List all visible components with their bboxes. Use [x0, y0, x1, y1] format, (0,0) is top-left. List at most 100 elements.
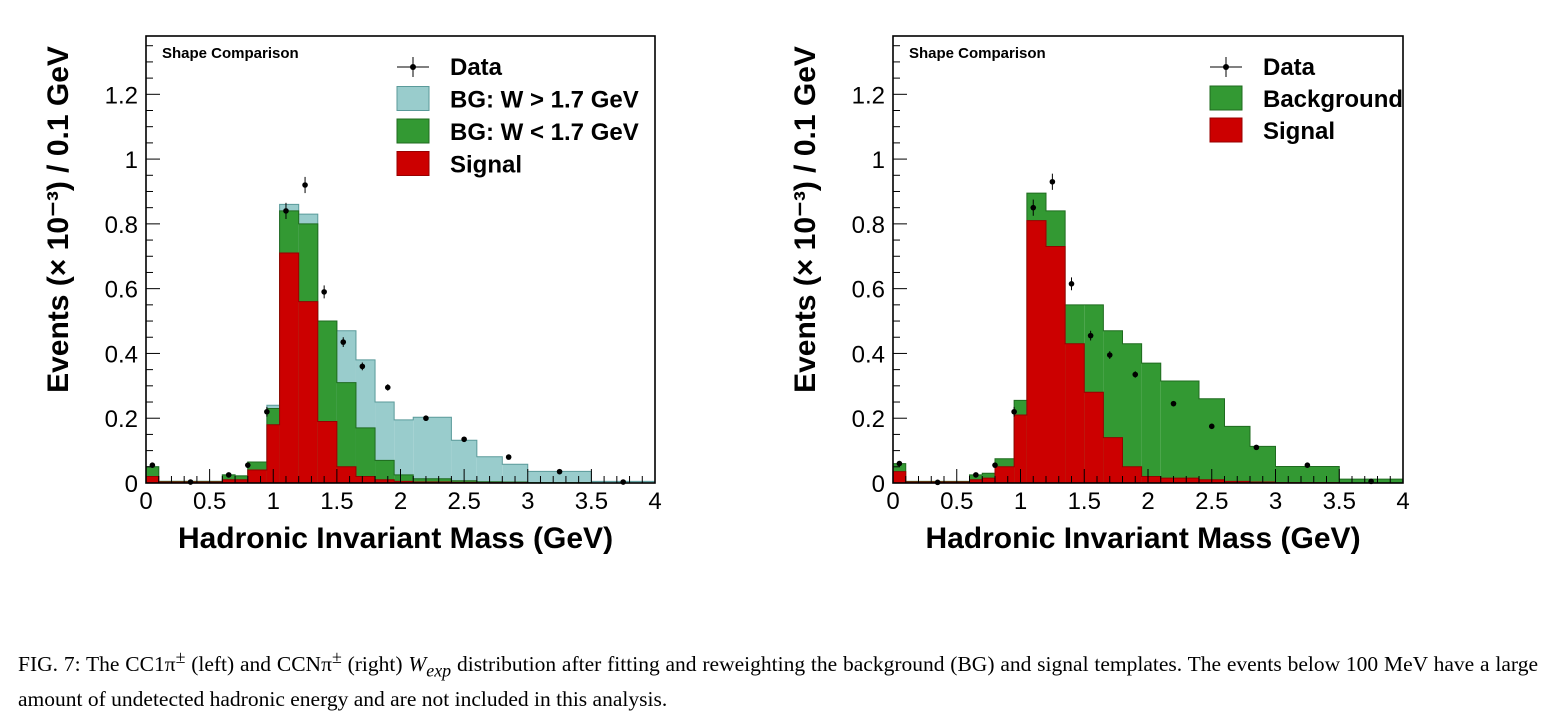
- data-point: [992, 462, 998, 468]
- data-point: [461, 436, 467, 442]
- histogram-bar: [146, 477, 159, 483]
- caption-sup-2: ±: [332, 647, 342, 667]
- y-tick-label: 0.8: [105, 212, 138, 239]
- x-tick-label: 2: [1141, 488, 1154, 515]
- data-point: [897, 461, 903, 467]
- data-point: [245, 462, 251, 468]
- caption-text-1: The CC1π: [86, 652, 176, 676]
- data-point: [302, 182, 308, 188]
- x-tick-label: 0.5: [940, 488, 973, 515]
- y-tick-label: 0.4: [852, 341, 885, 368]
- legend-label: BG: W < 1.7 GeV: [450, 119, 639, 146]
- caption-fig-label: FIG. 7:: [18, 652, 81, 676]
- legend-swatch: [397, 119, 429, 143]
- y-axis: 00.20.40.60.811.2: [852, 46, 907, 498]
- data-point: [1132, 372, 1138, 378]
- y-axis-title: Events (× 10⁻³) / 0.1 GeV: [789, 46, 822, 393]
- data-point: [1209, 424, 1215, 430]
- histogram-bar: [1161, 381, 1199, 483]
- legend-label: Signal: [1263, 118, 1335, 145]
- data-point: [226, 472, 232, 478]
- y-tick-label: 0.8: [852, 212, 885, 239]
- data-point: [506, 454, 512, 460]
- shape-comparison-label: Shape Comparison: [909, 45, 1046, 62]
- data-point: [423, 415, 429, 421]
- data-point: [188, 479, 194, 485]
- histogram-bar: [1103, 438, 1122, 483]
- histogram-bar: [299, 302, 318, 483]
- histogram-bar: [893, 472, 906, 483]
- data-point: [283, 208, 289, 214]
- histogram-bar: [1123, 344, 1142, 483]
- legend-label: BG: W > 1.7 GeV: [450, 87, 639, 114]
- y-tick-label: 0.2: [852, 406, 885, 433]
- data-point: [973, 472, 979, 478]
- legend-label: Signal: [450, 152, 522, 179]
- x-tick-label: 2.5: [1195, 488, 1228, 515]
- legend-data-marker: [1223, 64, 1229, 70]
- x-tick-label: 1: [267, 488, 280, 515]
- figure-charts: 0 0.5 1 1.5 2 2.5 3 3.5 4 0 0.2 0.4 0.6 0.8 1 1.2 Hadron…: [0, 0, 1551, 600]
- x-tick-label: 1.5: [1068, 488, 1101, 515]
- histogram-bar: [337, 467, 356, 483]
- shape-comparison-label: Shape Comparison: [162, 45, 299, 62]
- data-point: [385, 385, 391, 391]
- histogram-bar: [1225, 426, 1251, 483]
- x-axis-title: Hadronic Invariant Mass (GeV): [178, 522, 613, 555]
- x-tick-label: 3.5: [575, 488, 608, 515]
- x-tick-label: 4: [1396, 488, 1409, 515]
- histogram-bar: [1142, 477, 1161, 483]
- data-point: [360, 364, 366, 370]
- histogram-bar: [413, 417, 451, 483]
- caption-w-main: W: [408, 652, 426, 676]
- histogram-bar: [1046, 247, 1065, 483]
- series-background: [893, 193, 1403, 483]
- x-tick-label: 1.5: [320, 488, 353, 515]
- histogram-bar: [356, 477, 375, 483]
- x-tick-label: 3: [521, 488, 534, 515]
- legend-swatch: [1210, 86, 1242, 110]
- y-tick-label: 0.6: [852, 277, 885, 304]
- x-tick-label: 1: [1014, 488, 1027, 515]
- histogram-bar: [356, 428, 375, 483]
- caption-w-sub: exp: [426, 660, 451, 680]
- data-point: [1305, 462, 1311, 468]
- y-tick-label: 1.2: [852, 82, 885, 109]
- histogram-bar: [1123, 467, 1142, 483]
- caption-sup-1: ±: [176, 647, 186, 667]
- legend: Data BG: W > 1.7 GeV BG: W < 1.7 GeV Signal: [397, 54, 639, 179]
- histogram-bar: [1027, 221, 1046, 483]
- histogram-bar: [1084, 392, 1103, 483]
- data-point: [620, 479, 626, 485]
- y-tick-label: 0: [125, 471, 138, 498]
- x-axis-title: Hadronic Invariant Mass (GeV): [925, 522, 1360, 555]
- x-tick-label: 0: [139, 488, 152, 515]
- histogram-bar: [318, 421, 337, 483]
- histogram-bar: [1065, 344, 1084, 483]
- histogram-bar: [1142, 363, 1161, 483]
- data-point: [340, 339, 346, 345]
- x-tick-label: 2: [394, 488, 407, 515]
- x-tick-label: 2.5: [447, 488, 480, 515]
- legend-swatch: [397, 152, 429, 176]
- x-tick-label: 0.5: [193, 488, 226, 515]
- figure-caption: FIG. 7: The CC1π± (left) and CCNπ± (righ…: [18, 643, 1538, 714]
- x-tick-label: 3.5: [1323, 488, 1356, 515]
- y-tick-label: 0.6: [105, 277, 138, 304]
- data-point: [1171, 401, 1177, 407]
- legend-data-marker: [410, 64, 416, 70]
- y-tick-label: 1: [872, 147, 885, 174]
- data-point: [1107, 352, 1113, 358]
- y-axis: 00.20.40.60.811.2: [105, 46, 160, 498]
- legend-label: Data: [450, 54, 503, 81]
- y-tick-label: 1: [125, 147, 138, 174]
- data-point: [1011, 409, 1017, 415]
- caption-text-3: (right): [342, 652, 409, 676]
- legend-swatch: [1210, 118, 1242, 142]
- data-point: [1254, 445, 1260, 451]
- histogram-bar: [248, 470, 267, 483]
- x-tick-label: 0: [886, 488, 899, 515]
- legend-swatch: [397, 87, 429, 111]
- y-tick-label: 1.2: [105, 82, 138, 109]
